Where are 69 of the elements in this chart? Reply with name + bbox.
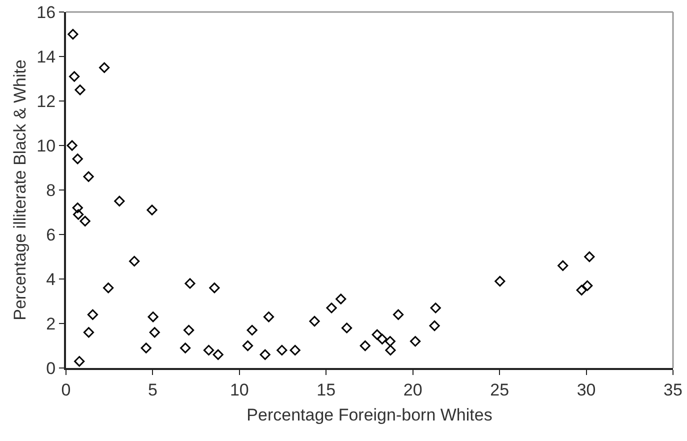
x-tick-label: 35 — [664, 380, 682, 400]
point — [429, 320, 440, 332]
point — [83, 327, 94, 338]
point — [576, 284, 587, 296]
point — [326, 302, 337, 314]
y-tick-label: 16 — [36, 2, 56, 22]
x-tick-label: 30 — [576, 380, 596, 400]
point — [209, 282, 220, 294]
point — [146, 204, 158, 216]
x-tick-label: 25 — [490, 380, 510, 400]
point — [114, 196, 125, 206]
point — [74, 356, 85, 367]
point — [74, 84, 86, 96]
y-tick-label: 10 — [36, 136, 56, 156]
point — [558, 260, 568, 271]
point — [260, 349, 270, 360]
point — [372, 329, 382, 340]
x-axis-title: Percentage Foreign-born Whites — [246, 405, 492, 424]
y-tick-label: 14 — [36, 47, 56, 66]
point — [212, 349, 224, 360]
point — [180, 342, 191, 354]
point — [584, 251, 595, 262]
point — [384, 336, 396, 347]
point — [309, 316, 320, 327]
x-tick-label: 20 — [403, 380, 422, 400]
point — [183, 324, 194, 336]
y-tick-label: 6 — [46, 225, 56, 244]
y-tick-label: 2 — [46, 314, 56, 334]
point — [410, 336, 421, 347]
point — [290, 344, 300, 356]
point — [242, 340, 254, 352]
point — [80, 216, 90, 226]
point — [66, 140, 78, 151]
point — [263, 312, 274, 322]
point — [203, 344, 214, 356]
point — [385, 344, 396, 356]
point — [87, 309, 98, 320]
point — [246, 324, 258, 336]
y-tick-label: 4 — [46, 270, 56, 289]
point — [276, 344, 288, 356]
point — [72, 202, 83, 214]
point — [72, 154, 83, 164]
point — [129, 256, 140, 266]
point — [582, 280, 593, 291]
y-axis-title: Percentage illiterate Black & White — [10, 60, 30, 320]
x-tick-label: 0 — [61, 380, 71, 400]
y-tick-label: 12 — [36, 92, 56, 111]
point — [149, 327, 160, 338]
point — [360, 340, 370, 352]
point — [140, 342, 152, 354]
point — [430, 302, 441, 314]
x-tick-label: 15 — [316, 380, 336, 400]
point — [83, 171, 94, 182]
point — [494, 276, 506, 287]
point — [336, 294, 346, 304]
y-tick-label: 0 — [46, 358, 56, 378]
point — [73, 209, 84, 220]
point — [99, 62, 110, 73]
point — [148, 312, 158, 322]
point — [392, 309, 404, 320]
point — [376, 334, 388, 344]
point — [103, 282, 114, 294]
x-tick-label: 10 — [230, 380, 249, 400]
x-tick-label: 5 — [148, 380, 158, 400]
y-tick-label: 8 — [46, 180, 56, 200]
point — [69, 71, 80, 82]
point — [68, 28, 78, 40]
point — [184, 278, 196, 289]
point — [341, 322, 352, 334]
